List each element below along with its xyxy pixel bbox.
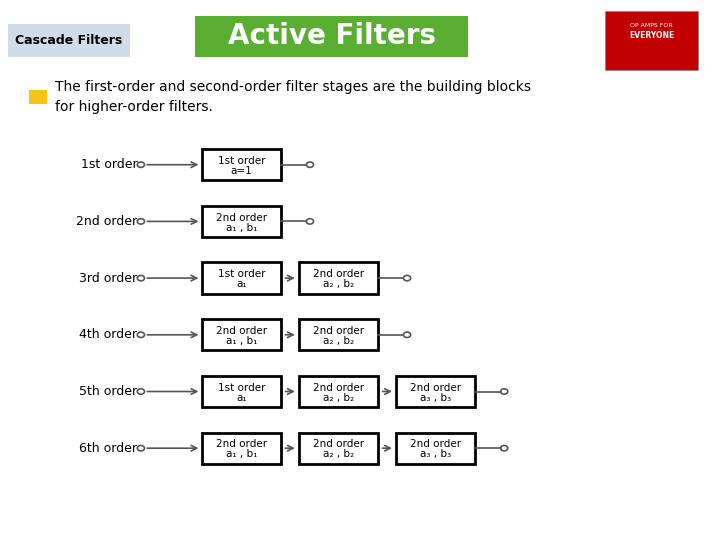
Text: 2nd order: 2nd order [76,215,138,228]
Text: 1st order: 1st order [218,156,266,166]
Text: OP AMPS FOR: OP AMPS FOR [630,23,673,28]
FancyBboxPatch shape [299,433,378,464]
Text: a₃ , b₃: a₃ , b₃ [420,449,451,460]
Text: 4th order: 4th order [79,328,138,341]
Text: Active Filters: Active Filters [228,23,436,50]
Text: 1st order: 1st order [218,269,266,279]
Text: 2nd order: 2nd order [410,440,462,449]
Text: The first-order and second-order filter stages are the building blocks
for highe: The first-order and second-order filter … [55,80,531,114]
Text: a₁ , b₁: a₁ , b₁ [226,222,257,233]
FancyBboxPatch shape [202,376,282,407]
Text: a₂ , b₂: a₂ , b₂ [323,393,354,403]
Text: a₂ , b₂: a₂ , b₂ [323,279,354,289]
Text: 2nd order: 2nd order [216,440,267,449]
Text: a₁: a₁ [236,393,247,403]
Text: EVERYONE: EVERYONE [629,31,675,40]
Text: a₃ , b₃: a₃ , b₃ [420,393,451,403]
Text: 6th order: 6th order [79,442,138,455]
Text: 1st order: 1st order [218,383,266,393]
Text: a₁ , b₁: a₁ , b₁ [226,449,257,460]
Text: a₁ , b₁: a₁ , b₁ [226,336,257,346]
FancyBboxPatch shape [396,376,475,407]
FancyBboxPatch shape [202,319,282,350]
FancyBboxPatch shape [396,433,475,464]
Text: 1st order: 1st order [81,158,138,171]
Text: 2nd order: 2nd order [313,269,364,279]
FancyBboxPatch shape [202,206,282,237]
Text: 2nd order: 2nd order [216,326,267,336]
Text: a=1: a=1 [230,166,253,176]
Text: 2nd order: 2nd order [313,326,364,336]
FancyBboxPatch shape [299,319,378,350]
FancyBboxPatch shape [195,16,468,57]
FancyBboxPatch shape [299,262,378,294]
FancyBboxPatch shape [605,11,698,70]
FancyBboxPatch shape [299,376,378,407]
Text: 2nd order: 2nd order [313,383,364,393]
FancyBboxPatch shape [202,433,282,464]
Text: a₂ , b₂: a₂ , b₂ [323,449,354,460]
Text: 2nd order: 2nd order [216,213,267,222]
Text: 2nd order: 2nd order [313,440,364,449]
Text: 2nd order: 2nd order [410,383,462,393]
Text: 3rd order: 3rd order [79,272,138,285]
FancyBboxPatch shape [202,262,282,294]
Text: Cascade Filters: Cascade Filters [15,34,122,47]
FancyBboxPatch shape [202,149,282,180]
Text: a₁: a₁ [236,279,247,289]
FancyBboxPatch shape [8,24,130,57]
Text: a₂ , b₂: a₂ , b₂ [323,336,354,346]
Text: 5th order: 5th order [79,385,138,398]
FancyBboxPatch shape [30,90,48,104]
